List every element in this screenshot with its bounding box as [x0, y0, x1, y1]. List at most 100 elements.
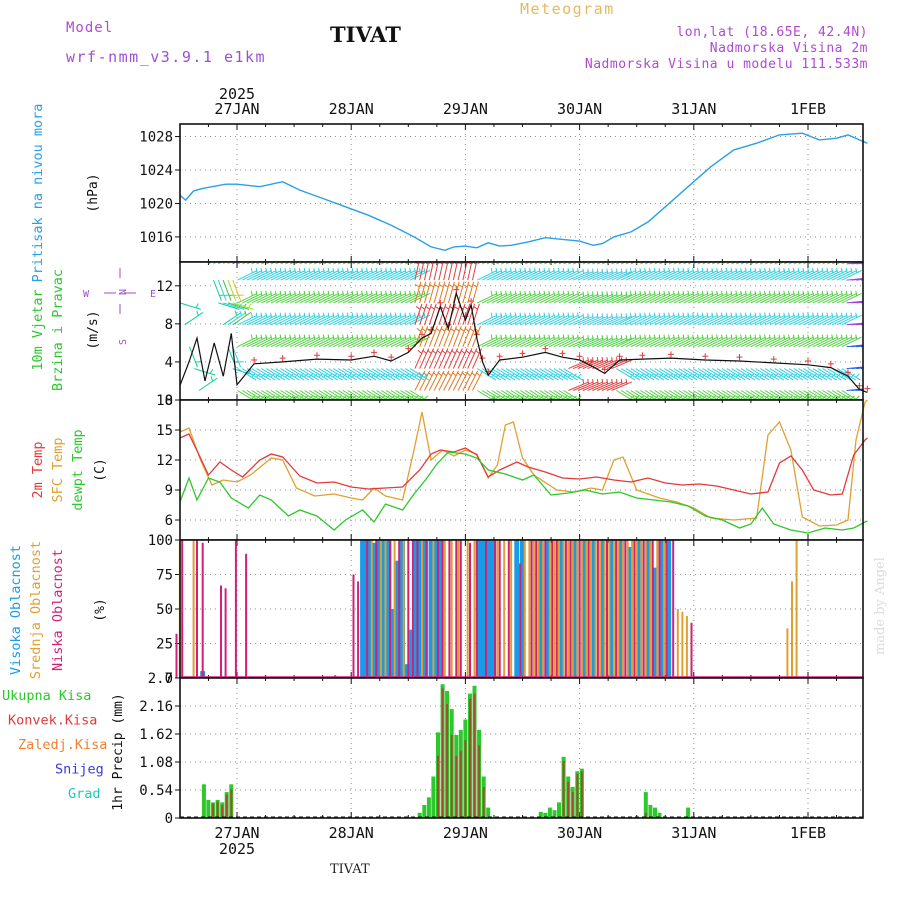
wind-barb	[433, 370, 445, 391]
wind-barb	[376, 390, 394, 400]
wind-barb	[275, 270, 296, 281]
wind-barb	[557, 312, 560, 318]
wind-barb	[515, 270, 536, 281]
precip-legend-item: Zaledj.Kisa	[18, 737, 107, 753]
low-cloud-bar	[407, 540, 410, 678]
wind-barb	[768, 290, 771, 296]
wind-barb	[873, 362, 874, 367]
wind-barb	[289, 314, 311, 326]
wind-barb	[429, 283, 434, 288]
wind-barb	[629, 290, 632, 296]
wind-barb	[644, 290, 647, 296]
wind-barb	[663, 312, 666, 318]
wind-barb	[740, 368, 761, 381]
wind-barb	[381, 314, 402, 326]
wind-barb	[289, 312, 292, 318]
wind-barb	[342, 334, 344, 340]
wind-barb	[510, 270, 531, 281]
wind-barb	[265, 368, 286, 381]
wind-barb	[764, 267, 766, 273]
wind-barb	[346, 267, 349, 273]
wind-barb	[845, 267, 848, 273]
wind-barb	[688, 270, 709, 281]
wind-barb	[793, 368, 813, 381]
wind-barb	[673, 290, 675, 296]
wind-ytick-label: 4	[165, 355, 173, 371]
wind-barb	[882, 318, 883, 323]
wind-barb	[270, 368, 291, 381]
wind-barb	[592, 313, 594, 319]
wind-barb	[831, 267, 834, 273]
wind-barb	[553, 290, 555, 296]
total-precip-bar	[206, 799, 211, 818]
wind-barb	[467, 348, 478, 369]
wind-barb	[496, 292, 517, 304]
wind-barb	[246, 390, 264, 400]
wind-barb	[877, 274, 878, 279]
wind-barb	[385, 290, 388, 296]
wind-barb	[495, 334, 498, 340]
wind-barb	[299, 390, 317, 400]
wind-barb	[582, 359, 604, 370]
wind-barb	[697, 312, 699, 318]
wind-barb	[649, 290, 651, 296]
wind-barb	[754, 290, 757, 296]
wind-barb	[625, 379, 628, 385]
wind-barb	[688, 336, 709, 348]
wind-barb	[237, 336, 258, 348]
wind-barb	[544, 292, 565, 304]
wind-barb	[327, 267, 330, 273]
wind-barb	[868, 257, 869, 262]
total-precip-bar	[547, 807, 552, 818]
wind-barb	[721, 290, 723, 296]
wind-barb	[788, 336, 810, 348]
wind-barb	[242, 336, 263, 348]
wind-barb	[390, 290, 392, 296]
wind-barb	[678, 270, 699, 281]
wind-barb	[318, 336, 340, 348]
temperature-ytick-label: 15	[156, 423, 173, 439]
wind-barb	[418, 290, 421, 296]
mid-cloud-bar	[528, 540, 531, 678]
wind-barb	[237, 390, 254, 400]
wind-barb	[678, 292, 699, 304]
wind-barb	[668, 390, 686, 400]
wind-barb	[873, 384, 874, 389]
wind-barb	[764, 312, 766, 318]
wind-barb	[750, 390, 768, 400]
wind-barb	[654, 270, 675, 281]
wind-barb	[783, 292, 805, 304]
wind-barb	[750, 314, 771, 326]
wind-barb	[769, 292, 790, 304]
wind-barb	[294, 312, 296, 318]
wind-barb	[701, 267, 704, 273]
wind-barb	[716, 314, 738, 326]
wind-barb	[250, 267, 253, 273]
wind-barb	[755, 368, 775, 381]
conv-precip-bar	[221, 805, 224, 818]
wind-barb	[520, 390, 537, 400]
high-cloud-bar	[418, 540, 424, 678]
conv-precip-bar	[212, 803, 214, 818]
wind-barb	[347, 314, 368, 326]
mid-cloud-bar	[510, 540, 513, 678]
wind-barb	[687, 312, 690, 318]
precip-legend-item: Konvek.Kisa	[8, 713, 97, 729]
low-cloud-bar	[425, 540, 428, 678]
wind-barb	[418, 267, 421, 273]
gust-marker	[805, 357, 811, 364]
wind-barb	[423, 373, 429, 378]
wind-barb	[529, 270, 551, 281]
wind-barb	[534, 292, 555, 304]
wind-barb	[303, 290, 306, 296]
wind-barb	[611, 381, 632, 391]
precip-legend-item: Grad	[68, 786, 101, 802]
wind-barb	[826, 290, 829, 296]
wind-barb	[529, 390, 547, 400]
wind-barb	[361, 336, 383, 348]
wind-barb	[280, 270, 301, 281]
wind-barb	[510, 314, 531, 326]
total-precip-bar	[486, 807, 491, 818]
wind-barb	[640, 368, 660, 381]
wind-barb	[827, 314, 848, 326]
